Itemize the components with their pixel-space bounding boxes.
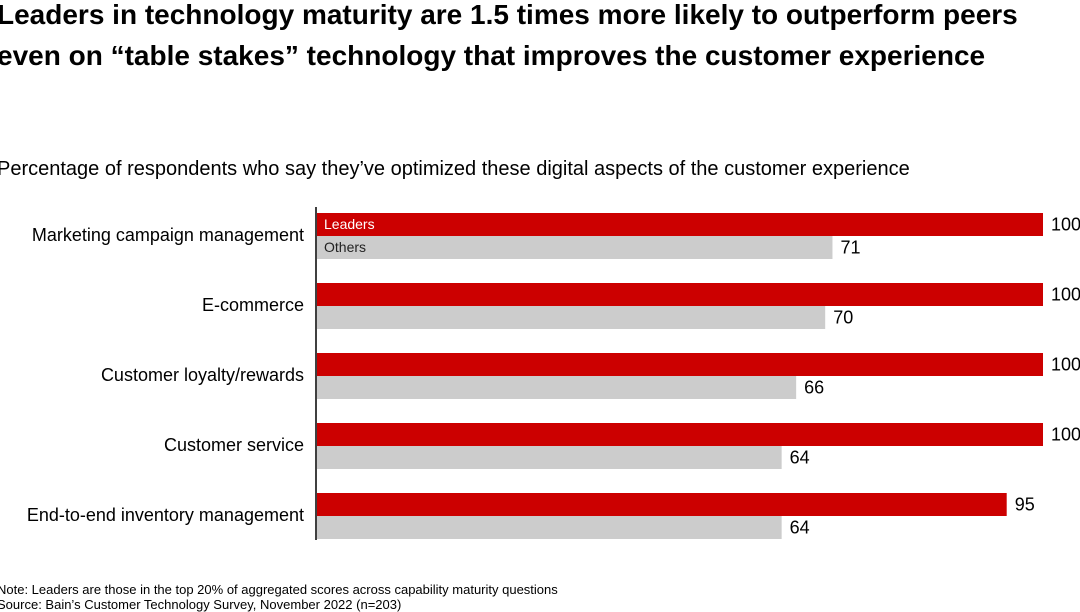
value-label: 64 [790,447,810,467]
category-label: Customer service [164,435,304,455]
bar [317,306,826,329]
bar [317,376,797,399]
value-label: 70 [833,307,853,327]
value-label: 100 [1051,214,1080,234]
category-label: Customer loyalty/rewards [101,365,304,385]
bar [317,423,1043,446]
chart-title: Leaders in technology maturity are 1.5 t… [0,0,1018,71]
legend-label: Leaders [324,216,375,232]
value-label: 100 [1051,284,1080,304]
bar [317,236,833,259]
value-label: 66 [804,377,824,397]
chart-subtitle: Percentage of respondents who say they’v… [0,158,910,180]
note: Note: Leaders are those in the top 20% o… [0,582,558,597]
legend-label: Others [324,239,366,255]
value-label: 71 [840,237,860,257]
bar [317,353,1043,376]
value-label: 64 [790,517,810,537]
bar [317,516,782,539]
source: Source: Bain’s Customer Technology Surve… [0,597,402,612]
category-label: Marketing campaign management [32,225,304,245]
bar [317,283,1043,306]
bar [317,213,1043,236]
value-label: 100 [1051,354,1080,374]
bar [317,446,782,469]
bar [317,493,1007,516]
value-label: 95 [1015,494,1035,514]
value-label: 100 [1051,424,1080,444]
category-label: End-to-end inventory management [27,505,304,525]
category-label: E-commerce [202,295,304,315]
